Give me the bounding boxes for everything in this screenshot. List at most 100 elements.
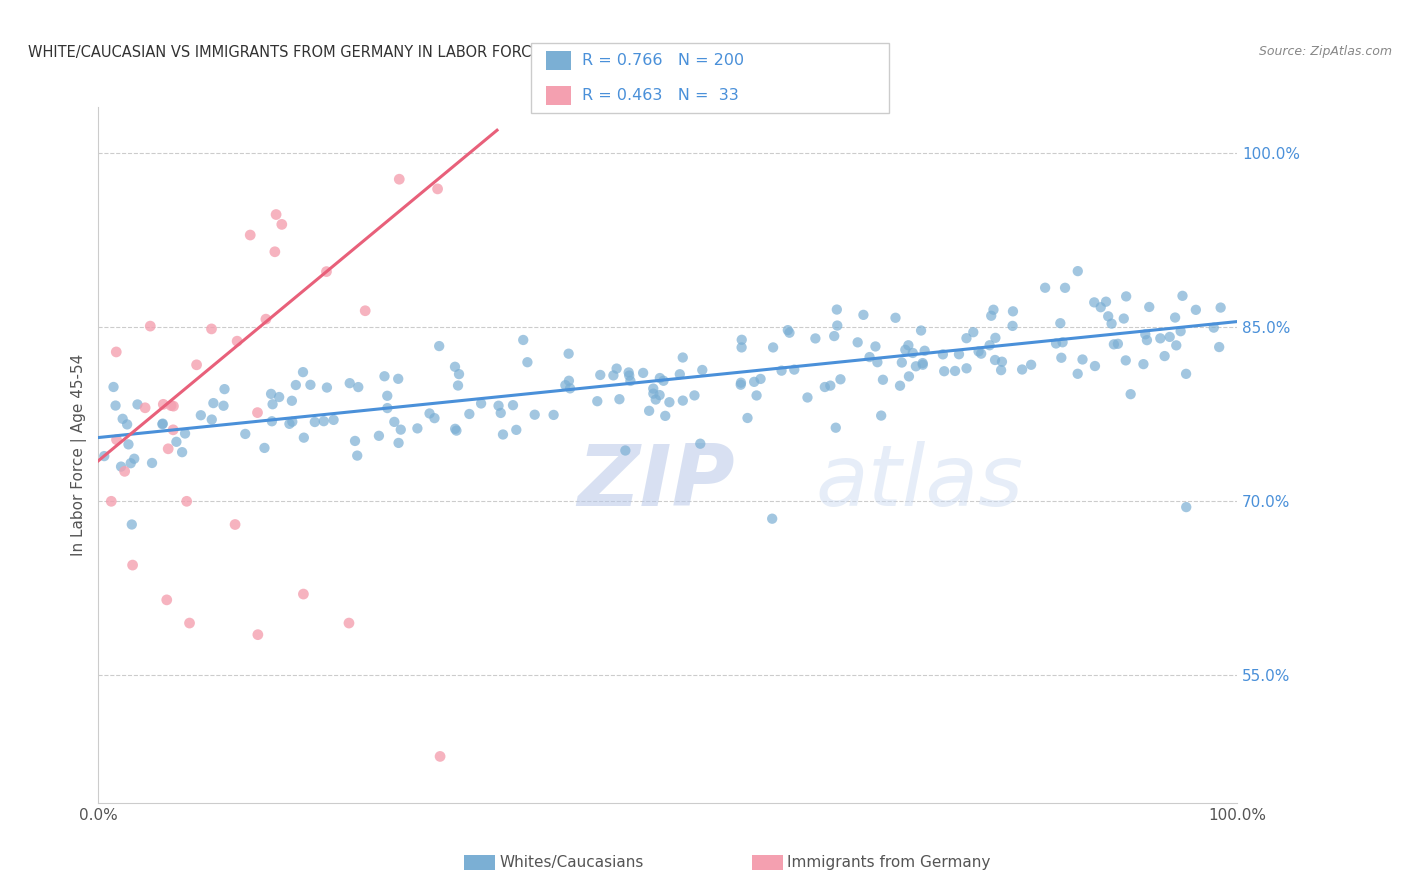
- Point: [165, 434, 187, 449]
- Point: [934, 364, 956, 378]
- Point: [121, 517, 143, 532]
- Point: [322, 413, 344, 427]
- Point: [894, 343, 917, 357]
- Point: [614, 443, 637, 458]
- Point: [955, 331, 977, 345]
- Point: [292, 587, 315, 601]
- Point: [212, 399, 235, 413]
- Point: [346, 449, 368, 463]
- Point: [730, 377, 752, 392]
- Point: [292, 365, 315, 379]
- Point: [139, 319, 162, 334]
- Point: [742, 375, 765, 389]
- Point: [281, 393, 304, 408]
- Point: [200, 322, 222, 336]
- Point: [162, 399, 184, 413]
- Point: [1019, 358, 1042, 372]
- Point: [120, 456, 142, 470]
- Point: [176, 494, 198, 508]
- Point: [955, 361, 977, 376]
- Point: [387, 372, 409, 386]
- Point: [689, 436, 711, 450]
- Point: [948, 347, 970, 361]
- Point: [866, 355, 889, 369]
- Point: [281, 415, 304, 429]
- Point: [264, 207, 287, 221]
- Point: [1202, 320, 1225, 334]
- Point: [749, 372, 772, 386]
- Point: [589, 368, 612, 382]
- Point: [1097, 310, 1119, 324]
- Point: [505, 423, 527, 437]
- Point: [246, 628, 269, 642]
- Point: [1107, 336, 1129, 351]
- Point: [304, 415, 326, 429]
- Point: [1132, 357, 1154, 371]
- Text: atlas: atlas: [815, 442, 1024, 524]
- Point: [1175, 367, 1198, 381]
- Text: WHITE/CAUCASIAN VS IMMIGRANTS FROM GERMANY IN LABOR FORCE | AGE 45-54 CORRELATIO: WHITE/CAUCASIAN VS IMMIGRANTS FROM GERMA…: [28, 45, 794, 61]
- Point: [115, 417, 138, 432]
- Point: [172, 445, 194, 459]
- Point: [382, 415, 405, 429]
- Point: [783, 362, 806, 376]
- Point: [1208, 340, 1230, 354]
- Point: [488, 399, 510, 413]
- Point: [824, 420, 846, 434]
- Point: [683, 388, 706, 402]
- Point: [910, 324, 932, 338]
- Point: [446, 424, 468, 438]
- Point: [444, 359, 467, 374]
- Point: [141, 456, 163, 470]
- Point: [672, 351, 695, 365]
- Point: [690, 363, 713, 377]
- Point: [1095, 294, 1118, 309]
- Point: [543, 408, 565, 422]
- Point: [648, 388, 671, 402]
- Point: [447, 367, 470, 381]
- Point: [914, 343, 936, 358]
- Point: [239, 227, 262, 242]
- Point: [983, 302, 1005, 317]
- Point: [911, 356, 934, 370]
- Point: [105, 433, 128, 447]
- Point: [638, 404, 661, 418]
- Point: [1033, 281, 1056, 295]
- Point: [991, 355, 1014, 369]
- Text: Whites/Caucasians: Whites/Caucasians: [499, 855, 644, 870]
- Point: [984, 331, 1007, 345]
- Point: [262, 397, 284, 411]
- Point: [644, 392, 666, 407]
- Point: [979, 338, 1001, 352]
- Point: [1115, 353, 1137, 368]
- Point: [609, 392, 631, 407]
- Point: [110, 459, 132, 474]
- Point: [804, 331, 827, 345]
- Point: [554, 378, 576, 392]
- Point: [122, 451, 145, 466]
- Point: [134, 401, 156, 415]
- Text: Immigrants from Germany: Immigrants from Germany: [787, 855, 991, 870]
- Point: [967, 344, 990, 359]
- Y-axis label: In Labor Force | Age 45-54: In Labor Force | Age 45-54: [72, 354, 87, 556]
- Point: [347, 380, 370, 394]
- Point: [1159, 330, 1181, 344]
- Point: [93, 449, 115, 463]
- Point: [233, 426, 256, 441]
- Point: [984, 353, 1007, 368]
- Point: [127, 397, 149, 411]
- Point: [444, 422, 467, 436]
- Point: [852, 308, 875, 322]
- Point: [911, 358, 934, 372]
- Point: [1090, 300, 1112, 314]
- Point: [114, 464, 136, 478]
- Point: [426, 182, 449, 196]
- Point: [1066, 367, 1088, 381]
- Point: [103, 380, 125, 394]
- Point: [1101, 317, 1123, 331]
- Point: [1001, 318, 1024, 333]
- Point: [586, 394, 609, 409]
- Point: [117, 437, 139, 451]
- Point: [870, 409, 893, 423]
- Point: [224, 517, 246, 532]
